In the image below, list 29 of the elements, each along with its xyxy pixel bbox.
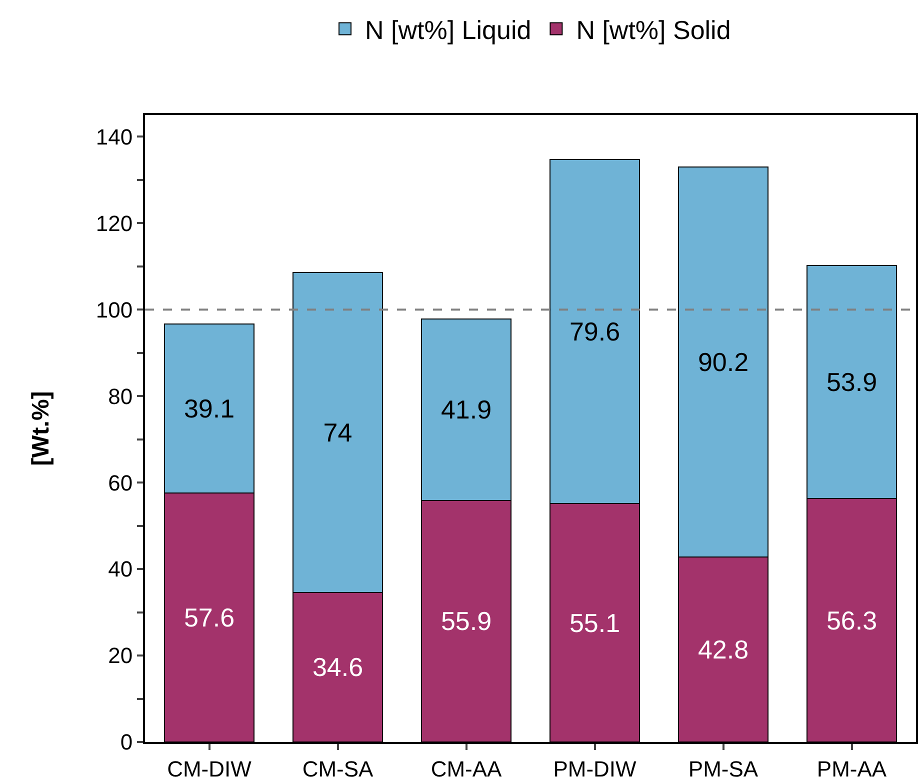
data-label: 53.9 [826,367,878,398]
y-tick-label: 40 [108,556,133,582]
data-label: 34.6 [312,652,364,682]
data-label: 56.3 [826,605,878,636]
data-label: 39.1 [184,393,235,424]
x-tick-label: CM-DIW [167,756,252,782]
data-label: 79.6 [569,316,620,347]
y-tick-label: 0 [120,730,133,755]
data-label: 41.9 [440,394,492,425]
y-tick-label: 140 [96,124,133,150]
y-tick-label: 120 [96,210,133,236]
data-label: 42.8 [698,634,749,664]
data-label: 57.6 [184,602,235,632]
y-tick-label: 80 [108,384,133,409]
x-tick-label: PM-SA [688,756,758,782]
x-tick-label: PM-DIW [553,756,637,782]
data-label: 90.2 [698,346,749,377]
legend-label: N [wt%] Liquid [365,14,532,45]
x-tick-label: PM-AA [816,756,887,782]
y-axis-title: [Wt.%] [27,391,54,466]
y-tick-label: 60 [108,470,133,496]
data-label: 74 [323,417,352,448]
data-label: 55.9 [440,606,492,636]
y-tick-label: 100 [96,297,133,322]
legend-label: N [wt%] Solid [576,14,731,45]
x-tick-label: CM-AA [430,756,502,782]
x-tick-label: CM-SA [302,756,374,782]
data-label: 55.1 [569,608,620,638]
y-tick-label: 20 [108,643,133,668]
